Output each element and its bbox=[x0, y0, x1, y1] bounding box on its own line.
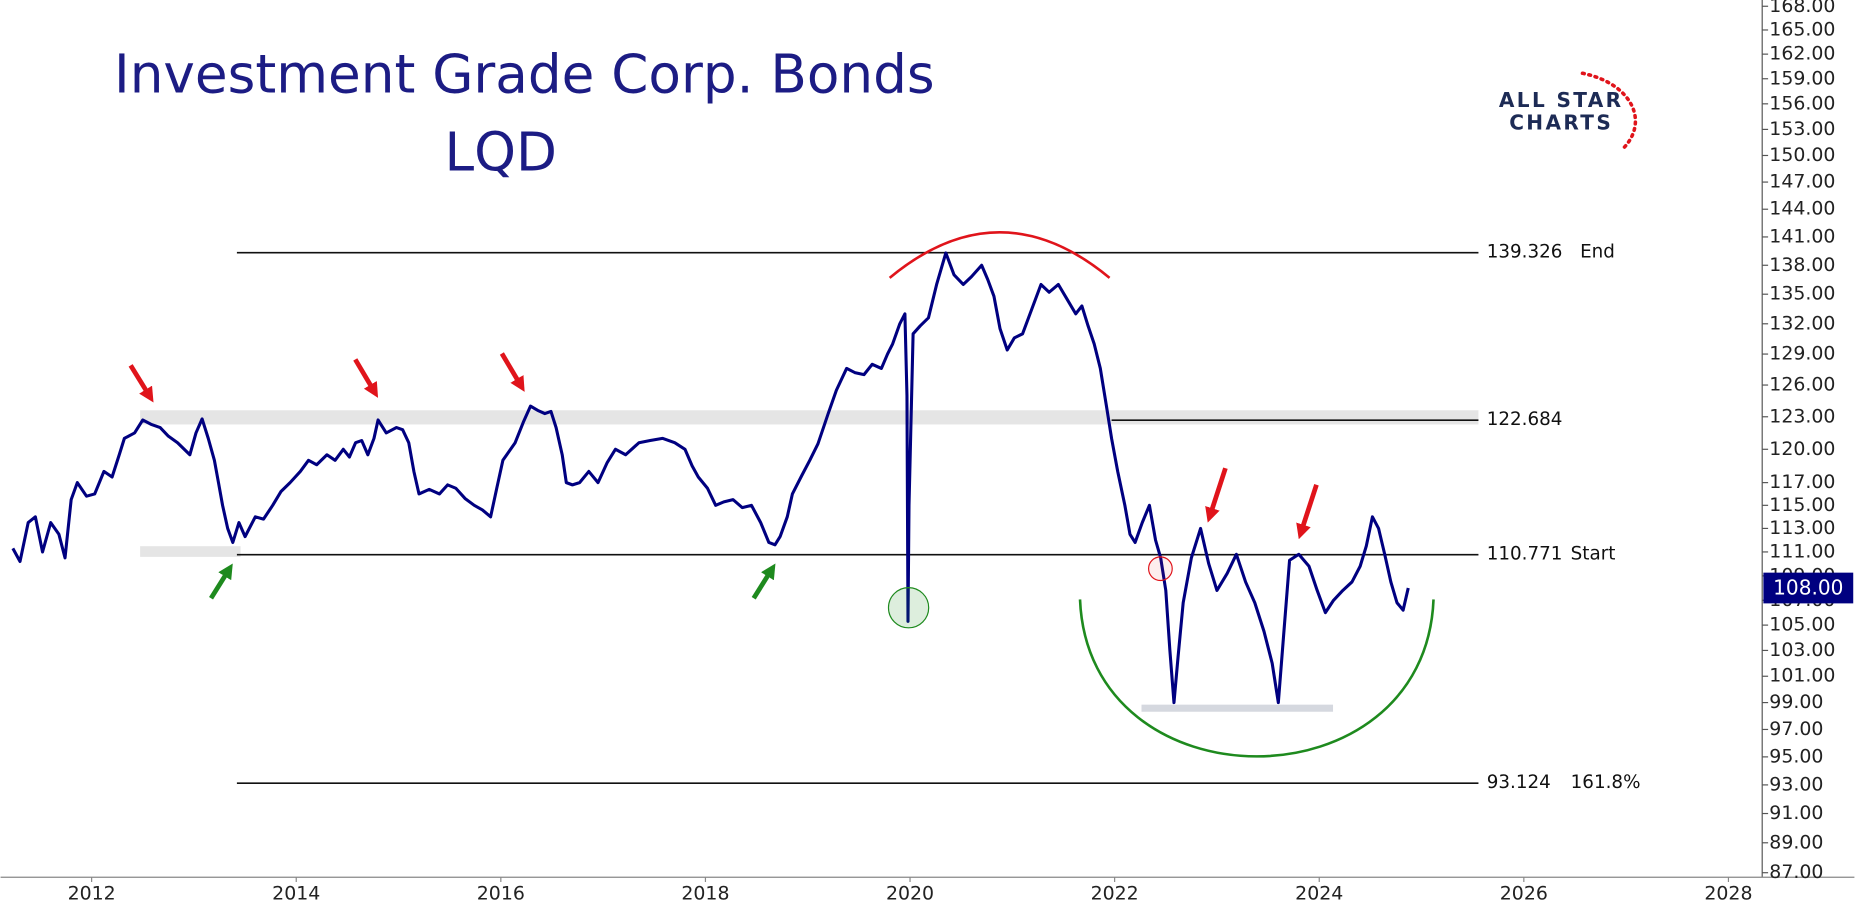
y-tick-label: 91.00 bbox=[1769, 802, 1823, 824]
green-arrow bbox=[751, 563, 776, 600]
y-tick-label: 144.00 bbox=[1769, 198, 1835, 220]
x-tick-label: 2022 bbox=[1091, 882, 1139, 904]
price-line bbox=[11, 251, 1410, 705]
covid-circle bbox=[887, 587, 930, 629]
red-arrow bbox=[353, 358, 379, 398]
resistance-band bbox=[140, 410, 1479, 425]
y-tick-label: 147.00 bbox=[1769, 171, 1835, 193]
level-value: 139.326 bbox=[1487, 242, 1563, 263]
red-arrow bbox=[499, 352, 525, 392]
x-tick-label: 2026 bbox=[1500, 882, 1548, 904]
logo: ALL STAR CHARTS bbox=[1499, 71, 1638, 151]
y-tick-label: 129.00 bbox=[1769, 343, 1835, 365]
x-tick-label: 2024 bbox=[1295, 882, 1343, 904]
y-tick-label: 168.00 bbox=[1769, 0, 1835, 17]
level-name: End bbox=[1580, 242, 1615, 263]
y-tick-label: 103.00 bbox=[1769, 639, 1835, 661]
green-arrow bbox=[209, 563, 233, 600]
y-tick-label: 153.00 bbox=[1769, 118, 1835, 140]
level-value: 110.771 bbox=[1487, 544, 1563, 565]
y-tick-label: 95.00 bbox=[1769, 745, 1823, 767]
red-arrow bbox=[1296, 484, 1319, 540]
y-tick-label: 123.00 bbox=[1769, 405, 1835, 427]
y-tick-label: 97.00 bbox=[1769, 718, 1823, 740]
bottom-band bbox=[1141, 704, 1334, 712]
top-arc bbox=[888, 231, 1111, 279]
level-name: Start bbox=[1571, 544, 1616, 565]
y-tick-label: 138.00 bbox=[1769, 254, 1835, 276]
y-tick-label: 132.00 bbox=[1769, 312, 1835, 334]
y-tick-label: 113.00 bbox=[1769, 517, 1835, 539]
y-tick-label: 115.00 bbox=[1769, 494, 1835, 516]
y-tick-label: 120.00 bbox=[1769, 438, 1835, 460]
price-box bbox=[1763, 572, 1854, 604]
highlight-bands bbox=[140, 410, 1479, 712]
plot bbox=[11, 251, 1410, 705]
x-tick-label: 2012 bbox=[68, 882, 116, 904]
red-arrow bbox=[128, 364, 154, 403]
x-tick-label: 2014 bbox=[272, 882, 320, 904]
cross-circle bbox=[1147, 556, 1173, 582]
y-tick-label: 101.00 bbox=[1769, 665, 1835, 687]
x-tick-label: 2020 bbox=[886, 882, 934, 904]
x-tick-label: 2028 bbox=[1704, 882, 1752, 904]
y-tick-label: 99.00 bbox=[1769, 691, 1823, 713]
x-tick-label: 2016 bbox=[477, 882, 525, 904]
level-value: 93.124 bbox=[1487, 772, 1551, 793]
level-name: 161.8% bbox=[1571, 772, 1641, 793]
logo-text: ALL STAR bbox=[1499, 88, 1624, 112]
bottom-arc bbox=[1078, 599, 1435, 758]
y-tick-label: 165.00 bbox=[1769, 18, 1835, 40]
chart-subtitle: LQD bbox=[444, 122, 556, 184]
price-label: 108.00 bbox=[1773, 576, 1843, 600]
chart-title: Investment Grade Corp. Bonds bbox=[114, 44, 935, 106]
y-tick-label: 150.00 bbox=[1769, 144, 1835, 166]
y-tick-label: 89.00 bbox=[1769, 831, 1823, 853]
y-tick-label: 156.00 bbox=[1769, 92, 1835, 114]
level-value: 122.684 bbox=[1487, 409, 1563, 430]
y-tick-label: 159.00 bbox=[1769, 67, 1835, 89]
y-tick-label: 117.00 bbox=[1769, 471, 1835, 493]
y-tick-label: 105.00 bbox=[1769, 614, 1835, 636]
y-tick-label: 135.00 bbox=[1769, 283, 1835, 305]
y-tick-label: 111.00 bbox=[1769, 540, 1835, 562]
levels: 139.326 End 122.684 110.771 Start 93.124 161.8… bbox=[236, 242, 1641, 793]
y-tick-label: 87.00 bbox=[1769, 861, 1823, 883]
y-tick-label: 162.00 bbox=[1769, 43, 1835, 65]
red-arrow bbox=[1205, 467, 1228, 523]
logo-text: CHARTS bbox=[1509, 111, 1613, 135]
y-tick-label: 93.00 bbox=[1769, 773, 1823, 795]
logo-stars bbox=[1580, 71, 1638, 151]
support-band bbox=[140, 546, 241, 557]
x-tick-label: 2018 bbox=[681, 882, 729, 904]
annotations bbox=[128, 231, 1435, 758]
y-tick-label: 126.00 bbox=[1769, 374, 1835, 396]
y-tick-label: 141.00 bbox=[1769, 225, 1835, 247]
